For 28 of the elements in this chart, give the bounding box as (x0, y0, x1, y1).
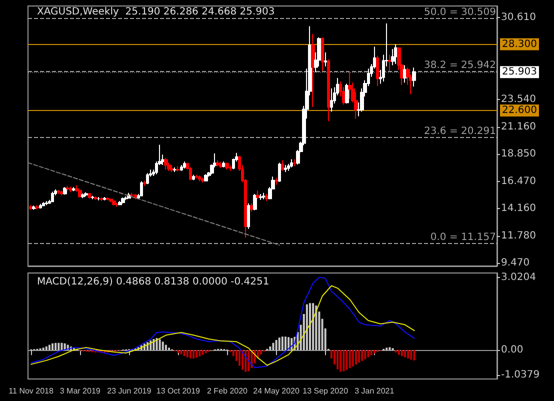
ref-line-label: 23.6 = 20.291 (424, 126, 496, 137)
x-tick-label: 13 Oct 2019 (156, 386, 201, 396)
ref-line-label: 0.0 = 11.157 (430, 232, 496, 243)
ref-line-label: 22.600 (502, 104, 537, 116)
ref-line-label: 50.0 = 30.509 (424, 7, 496, 18)
x-tick-label: 2 Feb 2020 (207, 386, 248, 396)
ref-line-label: 25.903 (502, 66, 537, 78)
y-tick-label: -1.0379 (501, 370, 540, 381)
y-tick-label: 18.850 (501, 148, 536, 160)
ref-line-label: 38.2 = 25.942 (424, 60, 496, 72)
y-tick-label: 3.0204 (501, 272, 536, 283)
x-tick-label: 13 Sep 2020 (302, 386, 349, 396)
y-tick-label: 14.160 (501, 202, 536, 214)
y-tick-label: 0.00 (501, 344, 524, 356)
y-tick-label: 21.160 (501, 122, 536, 133)
ref-line-label: 28.300 (502, 38, 537, 50)
chart-title: XAGUSD,Weekly 25.190 26.286 24.668 25.903 (37, 6, 275, 18)
y-tick-label: 30.610 (501, 12, 536, 23)
x-tick-label: 24 May 2020 (253, 386, 300, 396)
x-tick-label: 3 Jan 2021 (354, 386, 395, 396)
chart-title: MACD(12,26,9) 0.4868 0.8138 0.0000 -0.4251 (37, 276, 270, 288)
y-tick-label: 9.470 (501, 257, 530, 268)
y-tick-label: 23.540 (501, 94, 536, 106)
x-tick-label: 3 Mar 2019 (60, 386, 101, 396)
y-tick-label: 11.780 (501, 230, 536, 242)
x-tick-label: 23 Jun 2019 (107, 386, 152, 396)
y-tick-label: 16.470 (501, 176, 536, 188)
x-tick-label: 11 Nov 2018 (8, 386, 54, 396)
